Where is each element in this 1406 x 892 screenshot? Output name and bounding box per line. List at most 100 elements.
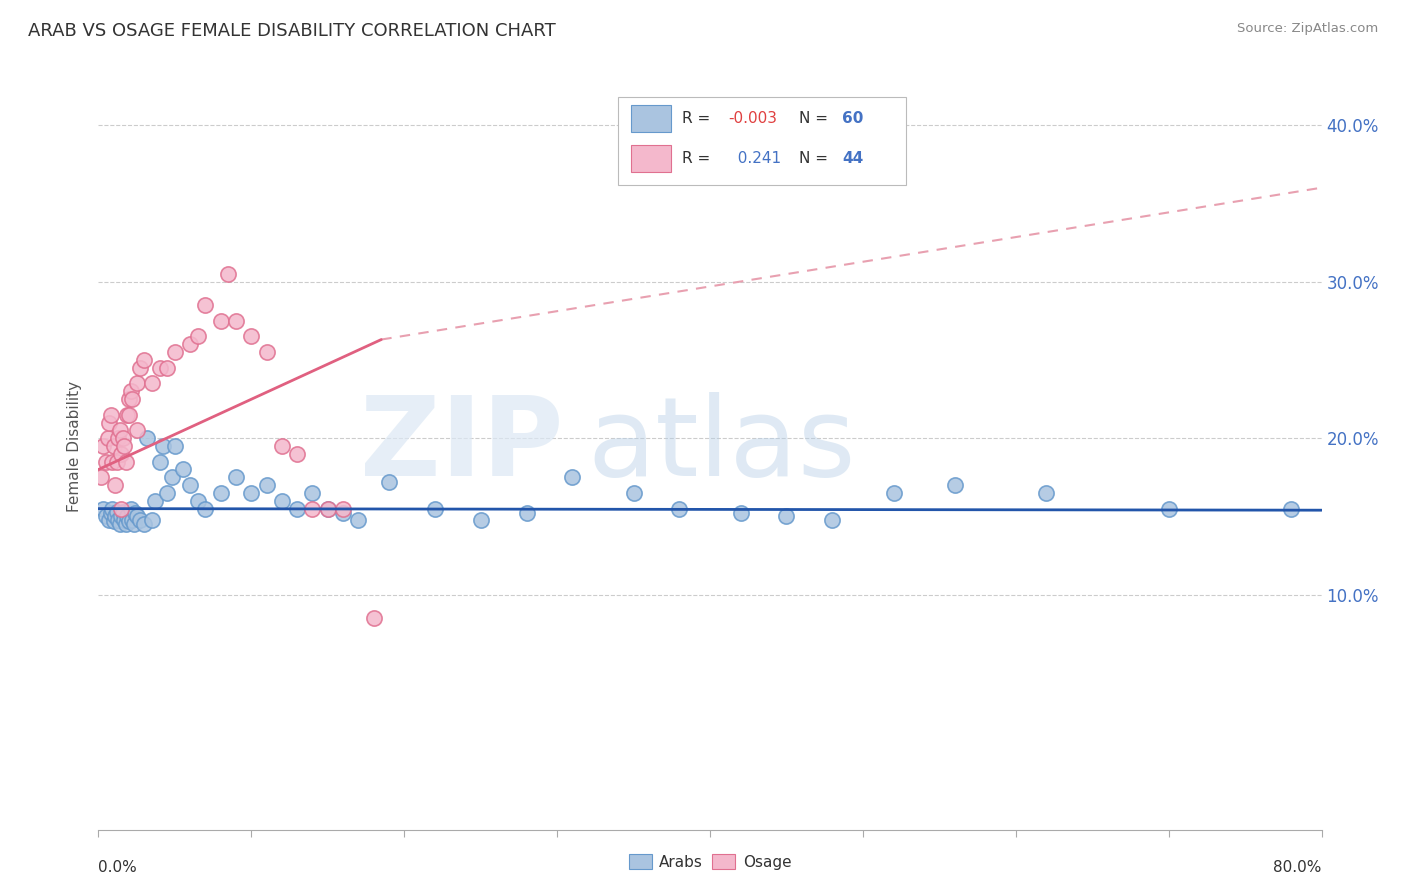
Point: [194, 501, 217, 516]
Point: [470, 512, 492, 526]
Point: [149, 455, 172, 469]
Point: [149, 360, 172, 375]
Point: [301, 486, 323, 500]
Point: [285, 501, 308, 516]
Point: [111, 505, 134, 519]
Point: [125, 423, 148, 437]
Y-axis label: Female Disability: Female Disability: [67, 380, 83, 512]
Point: [118, 392, 141, 406]
Point: [103, 439, 125, 453]
Point: [134, 517, 156, 532]
Point: [285, 447, 308, 461]
Point: [101, 455, 124, 469]
Point: [270, 439, 292, 453]
Point: [179, 478, 201, 492]
Point: [121, 512, 143, 526]
Point: [105, 505, 128, 519]
Point: [943, 478, 966, 492]
Point: [209, 486, 232, 500]
Point: [97, 431, 120, 445]
Text: -0.003: -0.003: [728, 111, 778, 126]
Point: [124, 506, 146, 520]
Point: [112, 439, 135, 453]
Point: [91, 501, 114, 516]
Point: [1157, 501, 1180, 516]
Text: 44: 44: [842, 151, 863, 166]
Text: N =: N =: [800, 111, 834, 126]
Point: [187, 493, 209, 508]
Point: [240, 329, 263, 343]
Point: [128, 512, 150, 526]
Point: [120, 384, 142, 399]
Point: [194, 298, 217, 312]
Text: 0.241: 0.241: [728, 151, 782, 166]
Point: [668, 501, 690, 516]
Point: [332, 506, 354, 520]
Point: [163, 345, 186, 359]
Point: [125, 509, 148, 524]
Point: [121, 392, 143, 406]
Point: [94, 455, 117, 469]
Point: [100, 506, 122, 520]
Point: [316, 501, 339, 516]
Point: [98, 416, 121, 430]
Point: [118, 514, 141, 528]
Text: Source: ZipAtlas.com: Source: ZipAtlas.com: [1237, 22, 1378, 36]
Point: [209, 314, 232, 328]
Text: N =: N =: [800, 151, 834, 166]
Point: [103, 514, 125, 528]
Point: [163, 439, 186, 453]
Text: ZIP: ZIP: [360, 392, 564, 500]
Point: [136, 431, 159, 445]
Point: [141, 512, 163, 526]
Point: [316, 501, 339, 516]
Point: [187, 329, 209, 343]
Point: [108, 423, 131, 437]
Point: [105, 455, 128, 469]
Point: [156, 486, 179, 500]
Point: [143, 493, 166, 508]
Point: [240, 486, 263, 500]
Point: [561, 470, 583, 484]
Point: [1035, 486, 1057, 500]
Point: [111, 431, 134, 445]
Point: [160, 470, 183, 484]
Text: ARAB VS OSAGE FEMALE DISABILITY CORRELATION CHART: ARAB VS OSAGE FEMALE DISABILITY CORRELAT…: [28, 22, 555, 40]
Point: [378, 475, 401, 489]
Point: [110, 501, 132, 516]
Point: [217, 267, 239, 281]
Point: [98, 512, 121, 526]
Point: [156, 360, 179, 375]
Point: [883, 486, 905, 500]
Point: [172, 462, 194, 476]
Point: [118, 408, 141, 422]
Point: [301, 501, 323, 516]
FancyBboxPatch shape: [619, 97, 905, 186]
Text: R =: R =: [682, 151, 716, 166]
Point: [110, 447, 132, 461]
Point: [107, 431, 129, 445]
Point: [270, 493, 292, 508]
Point: [101, 501, 124, 516]
Text: 60: 60: [842, 111, 863, 126]
Point: [347, 512, 370, 526]
Point: [730, 506, 752, 520]
Point: [332, 501, 354, 516]
Text: 0.0%: 0.0%: [98, 860, 138, 875]
Point: [94, 509, 117, 524]
Point: [125, 376, 148, 391]
Point: [516, 506, 538, 520]
Point: [363, 611, 385, 625]
Point: [117, 408, 139, 422]
Point: [256, 478, 278, 492]
Point: [122, 517, 145, 532]
Text: atlas: atlas: [588, 392, 856, 500]
Point: [90, 470, 112, 484]
Bar: [630, 104, 671, 132]
Point: [110, 509, 132, 524]
Point: [141, 376, 163, 391]
Bar: [630, 145, 671, 172]
Point: [225, 470, 247, 484]
Point: [821, 512, 844, 526]
Point: [107, 512, 129, 526]
